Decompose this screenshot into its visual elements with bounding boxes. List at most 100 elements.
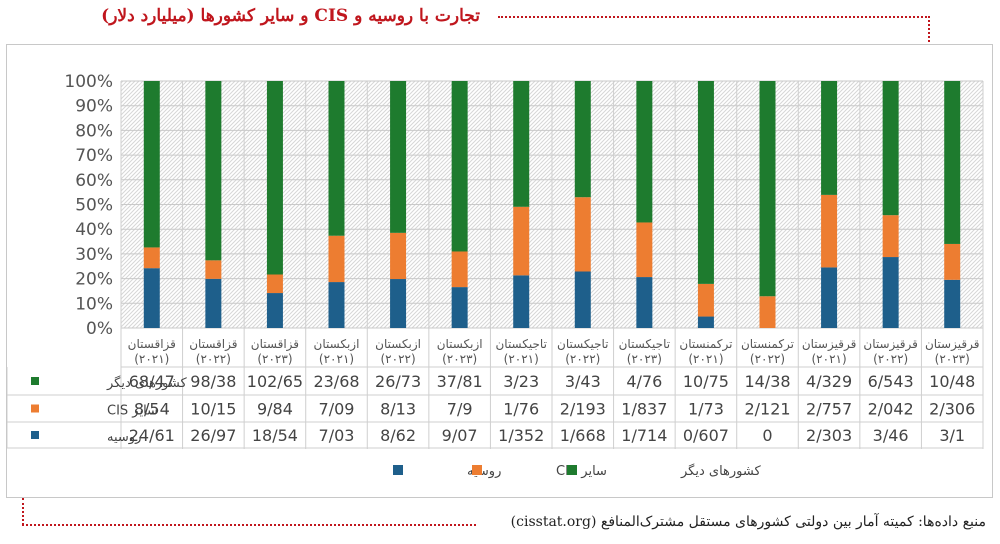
bar-segment-russia <box>205 278 222 328</box>
category-label: تاجیکستان <box>495 337 546 351</box>
bar-segment-cis <box>143 247 160 269</box>
data-table-value: 7/9 <box>447 400 473 419</box>
legend-swatch-cis <box>472 465 482 475</box>
category-year: (۲۰۲۳) <box>442 352 477 366</box>
data-table-value: 1/73 <box>688 400 724 419</box>
bar-segment-cis <box>574 197 591 272</box>
row-header-label: سایر CIS <box>107 404 158 419</box>
category-label: ترکمنستان <box>741 337 794 352</box>
data-table-value: 0/607 <box>683 426 729 445</box>
bar-segment-cis <box>390 232 407 280</box>
data-table-value: 1/352 <box>498 426 544 445</box>
y-tick-label: 80% <box>75 121 113 141</box>
legend-swatch-russia <box>393 465 403 475</box>
y-tick-label: 0% <box>86 319 113 339</box>
bar-segment-other <box>328 81 345 236</box>
bar-segment-other <box>821 81 838 195</box>
data-table-value: 0 <box>762 426 772 445</box>
category-year: (۲۰۲۱) <box>811 352 846 366</box>
bar-segment-russia <box>882 257 899 328</box>
data-table-value: 1/668 <box>560 426 606 445</box>
data-table-value: 9/07 <box>442 426 478 445</box>
stacked-bar-chart: 0% 10% 20% 30% 40% 50% 60% 70% 80% 90% 100% قزاقستا… <box>6 72 984 479</box>
category-year: (۲۰۲۱) <box>688 352 723 366</box>
category-label: قزاقستان <box>189 337 237 352</box>
bar-segment-other <box>574 81 591 198</box>
y-tick-label: 50% <box>75 196 113 216</box>
bar-segment-russia <box>636 277 653 328</box>
data-table-value: 26/73 <box>375 372 421 391</box>
bar-segment-other <box>697 81 714 284</box>
y-tick-label: 100% <box>64 72 113 92</box>
legend-label: سایر CIS <box>556 464 607 479</box>
source-dotted-drop <box>22 498 24 525</box>
category-year: (۲۰۲۱) <box>134 352 169 366</box>
category-label: تاجیکستان <box>619 337 670 351</box>
data-table-value: 3/23 <box>503 372 539 391</box>
category-label: قرقیزستان <box>925 337 979 352</box>
data-table-value: 8/13 <box>380 400 416 419</box>
data-table-value: 14/38 <box>744 372 790 391</box>
category-label: ازبکستان <box>437 337 483 352</box>
data-table-value: 4/329 <box>806 372 852 391</box>
category-year: (۲۰۲۱) <box>504 352 539 366</box>
category-year: (۲۰۲۳) <box>257 352 292 366</box>
category-year: (۲۰۲۱) <box>319 352 354 366</box>
bar-segment-russia <box>513 275 530 328</box>
data-table-value: 3/46 <box>873 426 909 445</box>
bar-segment-cis <box>205 260 222 279</box>
data-table-value: 10/15 <box>190 400 236 419</box>
data-table-value: 102/65 <box>247 372 303 391</box>
y-tick-label: 60% <box>75 171 113 191</box>
data-table-value: 8/54 <box>134 400 170 419</box>
bar-segment-cis <box>513 206 530 276</box>
category-year: (۲۰۲۲) <box>873 352 908 366</box>
row-header-label: کشورهای دیگر <box>106 375 187 391</box>
data-table-value: 7/03 <box>319 426 355 445</box>
data-table-value: 1/837 <box>621 400 667 419</box>
bar-segment-russia <box>451 287 468 328</box>
data-table-value: 1/76 <box>503 400 539 419</box>
data-table-value: 2/303 <box>806 426 852 445</box>
bar-segment-cis <box>759 296 776 328</box>
row-key-swatch <box>31 404 39 413</box>
y-tick-label: 40% <box>75 220 113 240</box>
category-label: ازبکستان <box>375 337 421 352</box>
chart-title: تجارت با روسیه و CIS و سایر کشورها (میلی… <box>101 6 480 26</box>
y-tick-label: 70% <box>75 146 113 166</box>
category-year: (۲۰۲۳) <box>627 352 662 366</box>
data-table-value: 68/47 <box>129 372 175 391</box>
source-dotted-line <box>22 524 476 526</box>
category-year: (۲۰۲۲) <box>565 352 600 366</box>
bar-segment-russia <box>821 267 838 328</box>
category-label: قزاقستان <box>128 337 176 352</box>
bar-segment-cis <box>944 243 961 280</box>
data-table-value: 23/68 <box>313 372 359 391</box>
y-tick-label: 20% <box>75 270 113 290</box>
data-table-value: 18/54 <box>252 426 298 445</box>
data-table-value: 10/75 <box>683 372 729 391</box>
bar-segment-other <box>944 81 961 244</box>
y-tick-label: 90% <box>75 97 113 117</box>
category-label: قرقیزستان <box>863 337 917 352</box>
bar-segment-russia <box>266 293 283 328</box>
bar-segment-russia <box>944 279 961 328</box>
bar-segment-russia <box>697 316 714 328</box>
bar-segment-other <box>759 81 776 297</box>
bar-segment-cis <box>451 251 468 288</box>
legend-label: کشورهای دیگر <box>680 463 761 479</box>
data-table-value: 2/042 <box>868 400 914 419</box>
data-table-value: 6/543 <box>868 372 914 391</box>
bar-segment-russia <box>390 279 407 328</box>
y-tick-label: 30% <box>75 245 113 265</box>
category-year: (۲۰۲۲) <box>380 352 415 366</box>
data-table-value: 26/97 <box>190 426 236 445</box>
bar-segment-other <box>882 81 899 216</box>
bar-segment-other <box>636 81 653 223</box>
data-table-value: 37/81 <box>437 372 483 391</box>
data-table-value: 7/09 <box>319 400 355 419</box>
y-tick-label: 10% <box>75 294 113 314</box>
row-key-swatch <box>31 377 39 385</box>
category-label: قرقیزستان <box>802 337 856 352</box>
row-header-label: روسیه <box>107 430 141 445</box>
